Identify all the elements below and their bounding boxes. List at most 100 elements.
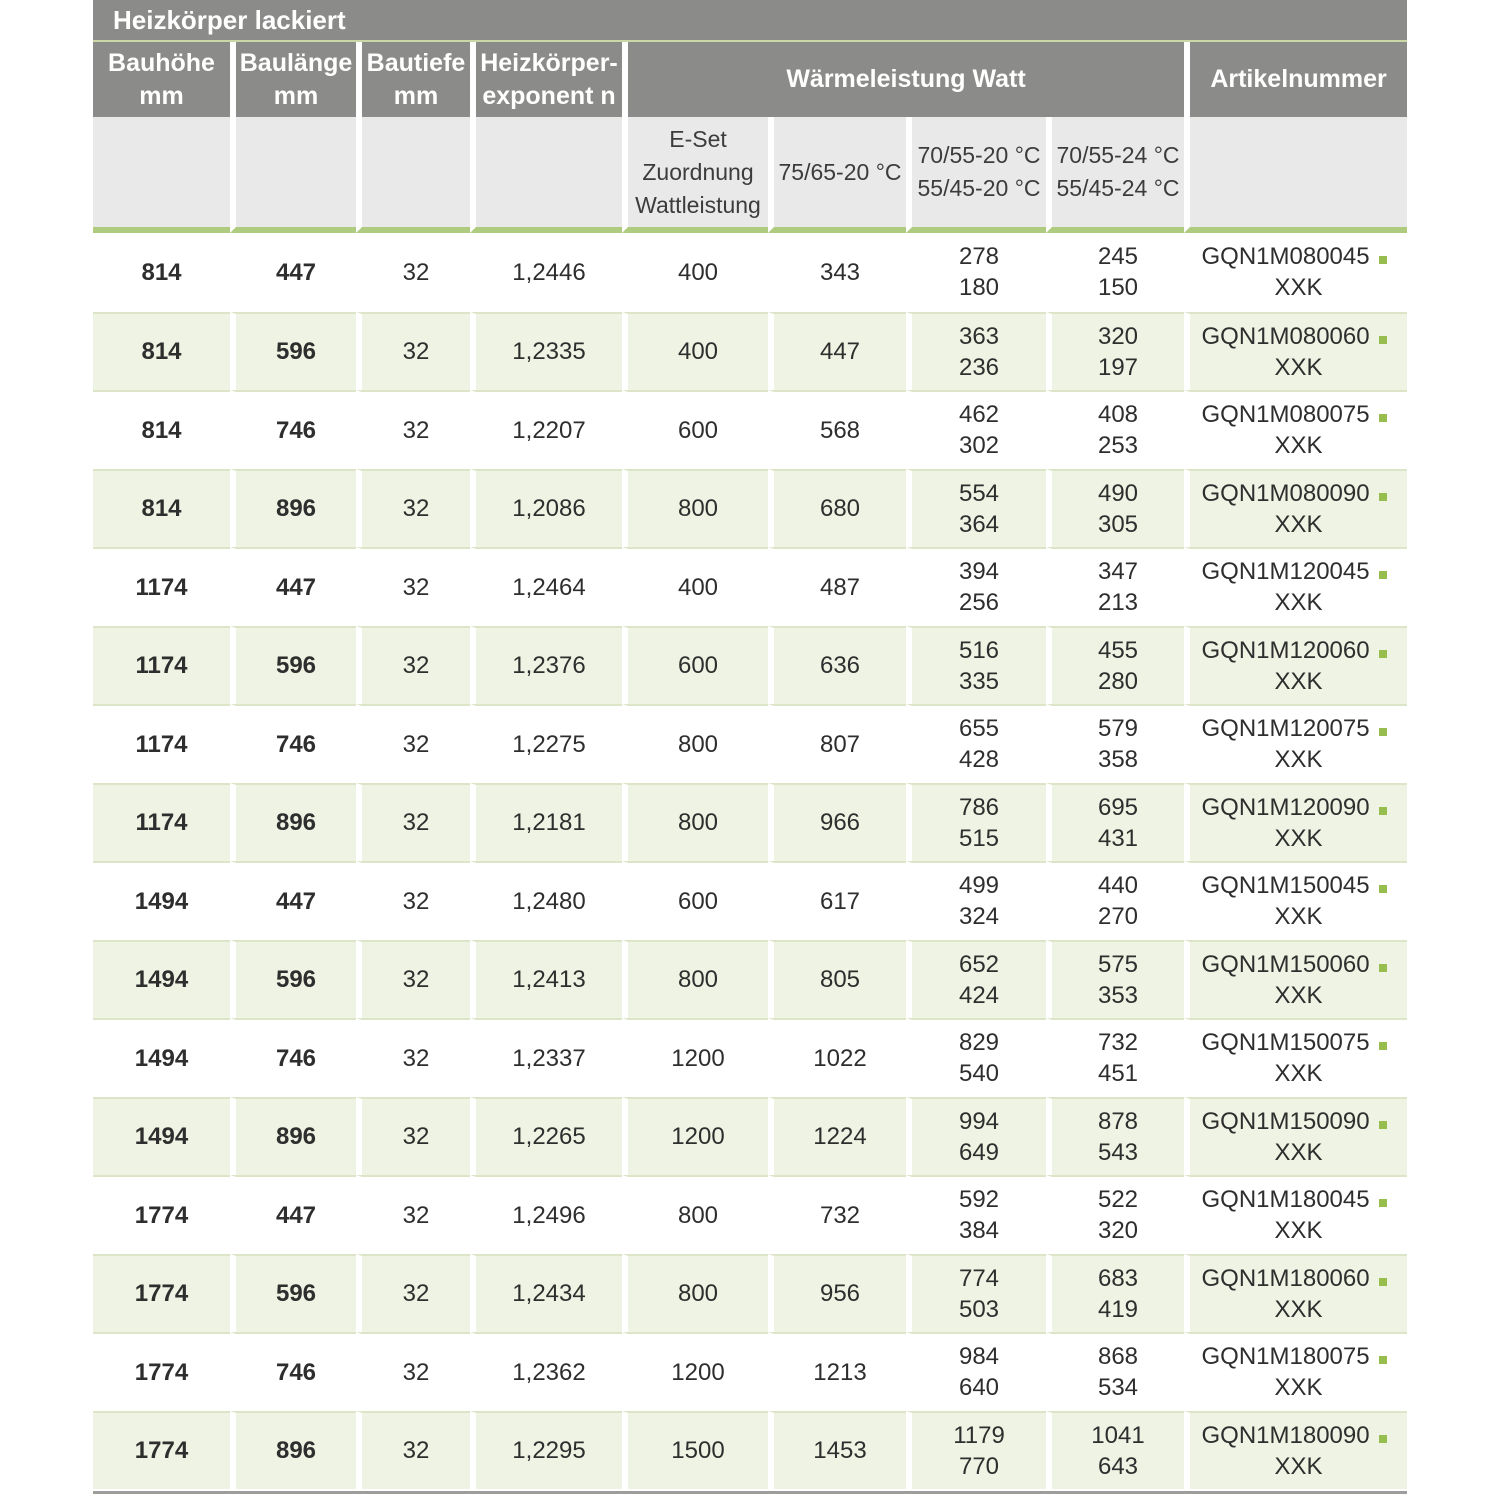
- subheader-70-55-24-line2: 55/45-24 °C: [1056, 175, 1180, 201]
- cell-bauhoehe: 1774: [93, 1332, 230, 1411]
- watt-value: 213: [1097, 589, 1139, 617]
- cell-exponent: 1,2207: [470, 390, 622, 469]
- cell-eset-watt: 800: [622, 1175, 768, 1254]
- cell-70-55-20: 394 256: [906, 547, 1046, 626]
- cell-artikelnummer: GQN1M180045 XXK: [1184, 1175, 1408, 1254]
- cell-75-65: 805: [768, 939, 906, 1018]
- cell-exponent: 1,2446: [470, 233, 622, 312]
- header-baulaenge-line1: Baulänge: [239, 48, 353, 77]
- subheader-empty-bauhoehe: [93, 117, 230, 233]
- table-row: 1494 596 32 1,2413 800 805 652 424 575 353 GQN1M15…: [93, 939, 1408, 1018]
- header-baulaenge: Baulänge mm: [230, 42, 356, 117]
- watt-value: 419: [1097, 1295, 1139, 1323]
- watt-value: 829: [958, 1029, 1000, 1057]
- table-header-row: Bauhöhe mm Baulänge mm Bautiefe mm Heizk…: [93, 42, 1408, 117]
- watt-value: 649: [958, 1138, 1000, 1166]
- cell-70-55-24: 868 534: [1046, 1332, 1184, 1411]
- cell-artikelnummer: GQN1M150060 XXK: [1184, 939, 1408, 1018]
- table-row: 1774 596 32 1,2434 800 956 774 503 683 419 GQN1M18…: [93, 1253, 1408, 1332]
- table-row: 814 746 32 1,2207 600 568 462 302 408 253 GQN1M080…: [93, 390, 1408, 469]
- cell-70-55-24: 320 197: [1046, 311, 1184, 390]
- watt-value: 180: [958, 274, 1000, 302]
- cell-75-65: 487: [768, 547, 906, 626]
- cell-bautiefe: 32: [356, 1018, 470, 1097]
- watt-value: 652: [958, 950, 1000, 978]
- watt-value: 774: [958, 1264, 1000, 1292]
- watt-value: 579: [1097, 715, 1139, 743]
- cell-75-65: 680: [768, 468, 906, 547]
- header-bautiefe-line1: Bautiefe: [366, 48, 466, 77]
- watt-value: 534: [1097, 1374, 1139, 1402]
- article-suffix: XXK: [1274, 746, 1323, 774]
- watt-value: 408: [1097, 401, 1139, 429]
- cell-bautiefe: 32: [356, 1332, 470, 1411]
- cell-eset-watt: 400: [622, 311, 768, 390]
- header-bauhoehe: Bauhöhe mm: [93, 42, 230, 117]
- cell-70-55-20: 774 503: [906, 1253, 1046, 1332]
- cell-70-55-20: 984 640: [906, 1332, 1046, 1411]
- cell-70-55-20: 462 302: [906, 390, 1046, 469]
- cell-70-55-20: 516 335: [906, 625, 1046, 704]
- cell-bauhoehe: 1774: [93, 1253, 230, 1332]
- article-code: GQN1M180090: [1201, 1421, 1370, 1449]
- subheader-70-55-24-line1: 70/55-24 °C: [1056, 142, 1180, 168]
- cell-baulaenge: 596: [230, 311, 356, 390]
- watt-value: 543: [1097, 1138, 1139, 1166]
- cell-bautiefe: 32: [356, 1096, 470, 1175]
- article-code: GQN1M180045: [1201, 1186, 1370, 1214]
- cell-eset-watt: 600: [622, 625, 768, 704]
- article-code: GQN1M120045: [1201, 558, 1370, 586]
- cell-exponent: 1,2086: [470, 468, 622, 547]
- cell-eset-watt: 800: [622, 1253, 768, 1332]
- cell-eset-watt: 800: [622, 782, 768, 861]
- watt-value: 424: [958, 981, 1000, 1009]
- separator-square-icon: [1378, 1199, 1387, 1208]
- watt-value: 358: [1097, 746, 1139, 774]
- watt-value: 575: [1097, 950, 1139, 978]
- separator-square-icon: [1378, 335, 1387, 344]
- cell-exponent: 1,2434: [470, 1253, 622, 1332]
- header-exponent-line2: exponent n: [482, 81, 616, 110]
- cell-70-55-24: 490 305: [1046, 468, 1184, 547]
- cell-eset-watt: 800: [622, 939, 768, 1018]
- watt-value: 256: [958, 589, 1000, 617]
- cell-bauhoehe: 1774: [93, 1410, 230, 1489]
- watt-value: 320: [1097, 322, 1139, 350]
- cell-baulaenge: 447: [230, 547, 356, 626]
- header-bauhoehe-line2: mm: [139, 81, 184, 110]
- article-code: GQN1M150060: [1201, 950, 1370, 978]
- cell-bauhoehe: 1494: [93, 861, 230, 940]
- separator-square-icon: [1378, 571, 1387, 580]
- cell-bauhoehe: 1774: [93, 1175, 230, 1254]
- watt-value: 280: [1097, 667, 1139, 695]
- cell-bautiefe: 32: [356, 468, 470, 547]
- watt-value: 462: [958, 401, 1000, 429]
- watt-value: 503: [958, 1295, 1000, 1323]
- cell-bauhoehe: 1174: [93, 704, 230, 783]
- table-row: 1774 896 32 1,2295 1500 1453 1179 770 1041 643 GQN…: [93, 1410, 1408, 1489]
- radiator-spec-table: Heizkörper lackiert Bauhöhe mm Baulänge …: [93, 0, 1408, 1489]
- cell-bautiefe: 32: [356, 233, 470, 312]
- cell-artikelnummer: GQN1M120090 XXK: [1184, 782, 1408, 861]
- cell-exponent: 1,2335: [470, 311, 622, 390]
- cell-70-55-24: 522 320: [1046, 1175, 1184, 1254]
- cell-70-55-24: 455 280: [1046, 625, 1184, 704]
- cell-bauhoehe: 814: [93, 311, 230, 390]
- article-code: GQN1M120075: [1201, 715, 1370, 743]
- cell-75-65: 1224: [768, 1096, 906, 1175]
- article-suffix: XXK: [1274, 1217, 1323, 1245]
- cell-baulaenge: 447: [230, 233, 356, 312]
- cell-artikelnummer: GQN1M150075 XXK: [1184, 1018, 1408, 1097]
- table-title-row: Heizkörper lackiert: [93, 0, 1408, 42]
- header-baulaenge-line2: mm: [273, 81, 319, 110]
- cell-exponent: 1,2480: [470, 861, 622, 940]
- cell-70-55-20: 499 324: [906, 861, 1046, 940]
- article-suffix: XXK: [1274, 1452, 1323, 1480]
- watt-value: 554: [958, 479, 1000, 507]
- cell-baulaenge: 896: [230, 468, 356, 547]
- article-suffix: XXK: [1274, 432, 1323, 460]
- watt-value: 335: [958, 667, 1000, 695]
- cell-artikelnummer: GQN1M120060 XXK: [1184, 625, 1408, 704]
- subheader-empty-baulaenge: [230, 117, 356, 233]
- watt-value: 868: [1097, 1343, 1139, 1371]
